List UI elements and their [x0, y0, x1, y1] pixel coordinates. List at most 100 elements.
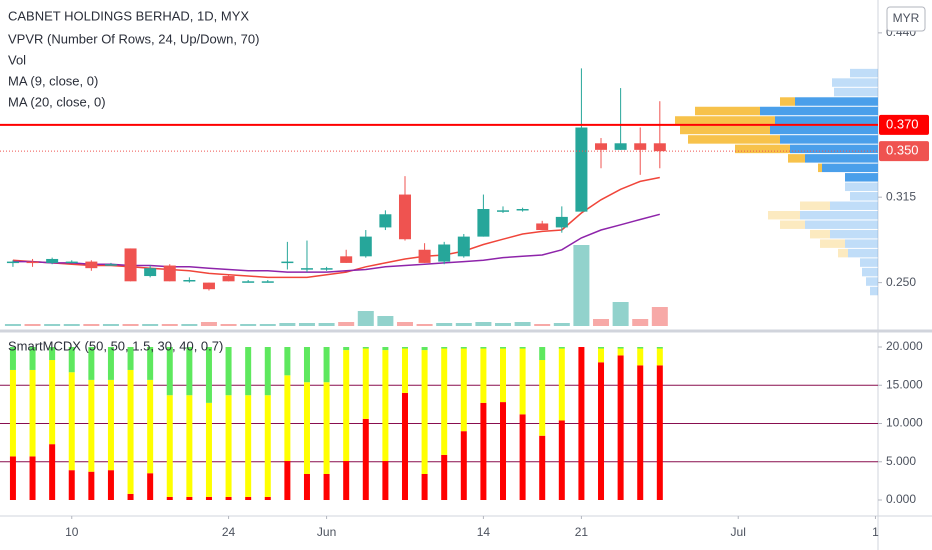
indicator-bar	[656, 365, 663, 501]
vpvr-down	[800, 201, 830, 210]
indicator-bar	[441, 454, 448, 501]
volume-bar	[396, 322, 413, 326]
indicator-bar	[401, 348, 408, 393]
candle-body	[438, 244, 451, 262]
volume-bar	[142, 324, 159, 326]
vpvr-up	[848, 248, 878, 258]
indicator-bar	[225, 347, 232, 396]
indicator-bar	[460, 431, 467, 501]
indicator-bar	[29, 347, 36, 370]
vpvr-down	[675, 116, 775, 125]
vpvr-up	[822, 163, 878, 173]
volume-bar	[102, 324, 119, 326]
indicator-title: SmartMCDX (50, 50, 1.5, 30, 40, 0.7)	[8, 338, 223, 353]
vpvr-down	[688, 135, 780, 144]
candle-body	[536, 223, 549, 231]
vpvr-up	[845, 239, 878, 248]
indicator-bar	[441, 347, 448, 349]
indicator-bar	[147, 347, 154, 380]
indicator-bar	[558, 420, 565, 501]
candle-body	[379, 214, 392, 228]
indicator-bar	[68, 470, 75, 501]
indicator-bar	[264, 496, 271, 501]
indicator-bar	[343, 460, 350, 501]
indicator-bar	[107, 470, 114, 501]
x-tick-label: 10	[65, 525, 79, 539]
volume-bar	[122, 324, 139, 326]
vpvr-up	[800, 210, 878, 220]
candle-body	[281, 261, 294, 264]
indicator-bar	[186, 496, 193, 501]
vpvr-up	[770, 125, 878, 135]
indicator-bar	[49, 444, 56, 501]
indicator-bar	[598, 362, 605, 501]
volume-bar	[651, 307, 668, 326]
volume-bar	[279, 323, 296, 326]
candle-body	[516, 209, 529, 211]
volume-bar	[632, 319, 649, 326]
volume-bar	[259, 324, 276, 326]
indicator-bar	[519, 348, 526, 415]
currency-label[interactable]: MYR	[893, 11, 920, 25]
candle-body	[183, 279, 196, 282]
volume-bar	[318, 323, 335, 326]
candle-body	[398, 194, 411, 240]
indicator-bar	[49, 360, 56, 445]
candle-body	[575, 127, 588, 212]
candle-body	[300, 268, 313, 270]
candle-body	[104, 264, 117, 266]
x-tick-label: Jul	[731, 525, 746, 539]
indicator-bar	[284, 375, 291, 461]
indicator-bar	[362, 348, 369, 419]
ma-line	[12, 176, 660, 279]
y-tick-label: 0.000	[886, 492, 916, 506]
vpvr-up	[834, 87, 878, 97]
y-tick-label: 20.000	[886, 339, 923, 353]
indicator-bar	[519, 347, 526, 349]
vpvr-legend: VPVR (Number Of Rows, 24, Up/Down, 70)	[8, 31, 259, 46]
volume-bar	[495, 323, 512, 326]
indicator-bar	[323, 347, 330, 383]
indicator-bar	[362, 418, 369, 501]
volume-bar	[44, 324, 61, 326]
indicator-bar	[245, 395, 252, 497]
indicator-bar	[166, 395, 173, 497]
candle-body	[359, 236, 372, 257]
indicator-bar	[558, 347, 565, 349]
y-tick-label: 0.250	[886, 275, 916, 289]
vpvr-down	[695, 106, 760, 116]
indicator-bar	[656, 348, 663, 366]
indicator-bar	[284, 460, 291, 501]
vpvr-up	[830, 201, 878, 210]
indicator-bar	[127, 369, 134, 494]
vpvr-up	[780, 135, 878, 144]
indicator-bar	[578, 347, 585, 501]
volume-bar	[200, 322, 217, 326]
vpvr-up	[832, 78, 878, 87]
indicator-bar	[500, 348, 507, 403]
currency-button[interactable]	[886, 6, 926, 32]
indicator-bar	[303, 347, 310, 383]
y-tick-label: 5.000	[886, 454, 916, 468]
indicator-bar	[225, 395, 232, 497]
volume-bar	[83, 324, 100, 326]
candle-body	[497, 210, 510, 212]
indicator-bar	[539, 347, 546, 361]
indicator-bar	[480, 402, 487, 501]
candle-body	[46, 258, 59, 263]
indicator-bar	[362, 347, 369, 349]
volume-bar	[298, 323, 315, 326]
volume-bar	[161, 324, 178, 326]
indicator-bar	[205, 347, 212, 403]
vpvr-up	[760, 106, 878, 116]
indicator-bar	[421, 347, 428, 351]
indicator-bar	[598, 348, 605, 363]
volume-bar	[416, 324, 433, 326]
indicator-bar	[49, 347, 56, 361]
indicator-bar	[9, 369, 16, 457]
ma-legend: MA (20, close, 0)	[8, 94, 106, 109]
indicator-bar	[480, 347, 487, 349]
x-tick-label: 1	[872, 525, 879, 539]
x-tick-label: 24	[222, 525, 236, 539]
